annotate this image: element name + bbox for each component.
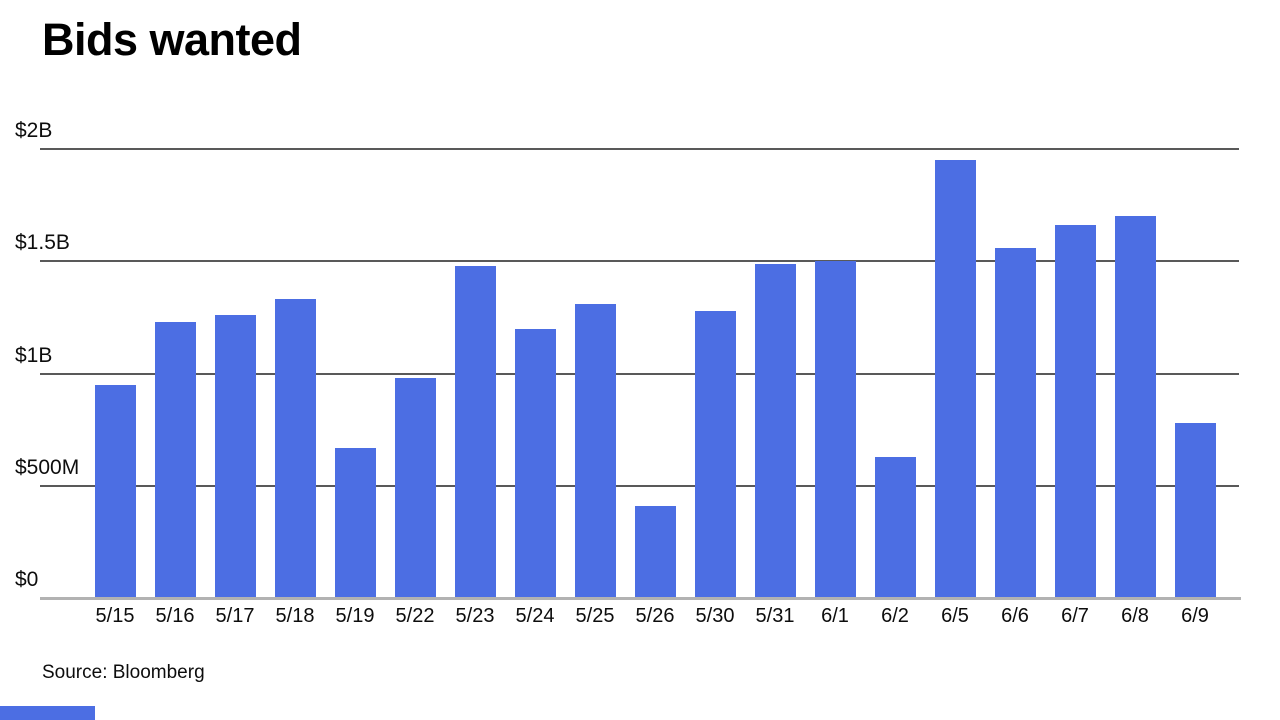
x-tick-label: 5/15	[95, 605, 135, 627]
bar-5/19	[334, 447, 376, 598]
bar-6/7	[1054, 225, 1096, 598]
x-tick-label: 6/5	[941, 605, 969, 627]
chart-title: Bids wanted	[42, 14, 302, 65]
gridline	[40, 372, 1239, 375]
bar-slot	[1165, 149, 1225, 598]
bar-slot	[445, 149, 505, 598]
gridline	[40, 484, 1239, 487]
x-tick-label: 5/24	[515, 605, 555, 627]
bar-slot	[325, 149, 385, 598]
x-tick-label: 5/31	[755, 605, 795, 627]
x-tick-label: 6/6	[1001, 605, 1029, 627]
bar-5/23	[454, 265, 496, 598]
bar-slot	[1105, 149, 1165, 598]
x-axis-tick-labels: 5/15 5/16 5/17 5/18 5/19 5/22 5/23 5/24 5/25 5/26…	[85, 604, 1225, 628]
bar-5/16	[154, 321, 196, 598]
source-note: Source: Bloomberg	[42, 662, 205, 683]
bar-6/5	[934, 160, 976, 598]
bar-5/22	[394, 378, 436, 598]
x-tick-label: 5/22	[395, 605, 435, 627]
bar-6/8	[1114, 216, 1156, 598]
y-tick-label: $1B	[15, 343, 53, 367]
x-tick-label: 5/25	[575, 605, 615, 627]
bar-5/18	[274, 299, 316, 598]
bar-slot	[205, 149, 265, 598]
bar-6/9	[1174, 422, 1216, 598]
y-tick-label: $500M	[15, 455, 80, 479]
bar-5/17	[214, 315, 256, 598]
gridline	[40, 260, 1239, 263]
bar-slot	[625, 149, 685, 598]
bar-slot	[805, 149, 865, 598]
bar-slot	[505, 149, 565, 598]
bar-6/6	[994, 247, 1036, 598]
bar-5/31	[754, 263, 796, 598]
bar-slot	[925, 149, 985, 598]
bar-slot	[565, 149, 625, 598]
bar-slot	[745, 149, 805, 598]
bar-slot	[385, 149, 445, 598]
accent-strip	[0, 706, 95, 720]
x-tick-label: 5/30	[695, 605, 735, 627]
y-tick-label: $0	[15, 568, 39, 591]
x-tick-label: 5/19	[335, 605, 375, 627]
gridline	[40, 148, 1239, 150]
bar-5/30	[694, 310, 736, 598]
x-tick-label: 5/16	[155, 605, 195, 627]
bar-slot	[865, 149, 925, 598]
x-tick-label: 5/18	[275, 605, 315, 627]
x-tick-label: 6/7	[1061, 605, 1089, 627]
x-axis-line	[40, 597, 1241, 600]
bar-slot	[85, 149, 145, 598]
bar-5/26	[634, 505, 676, 598]
y-tick-label: $1.5B	[15, 231, 70, 255]
x-tick-label: 5/17	[215, 605, 255, 627]
bar-5/24	[514, 328, 556, 598]
x-tick-label: 5/23	[455, 605, 495, 627]
bar-6/2	[874, 456, 916, 598]
bar-5/25	[574, 303, 616, 598]
bar-slot	[265, 149, 325, 598]
x-tick-label: 6/1	[821, 605, 849, 627]
bar-slot	[985, 149, 1045, 598]
x-tick-label: 6/2	[881, 605, 909, 627]
bar-slot	[1045, 149, 1105, 598]
x-tick-label: 6/9	[1181, 605, 1209, 627]
bar-5/15	[94, 384, 136, 598]
bar-slot	[145, 149, 205, 598]
y-tick-label: $2B	[15, 119, 53, 142]
x-tick-label: 5/26	[635, 605, 675, 627]
bar-6/1	[814, 261, 856, 598]
bar-series	[85, 149, 1225, 598]
bar-slot	[685, 149, 745, 598]
x-tick-label: 6/8	[1121, 605, 1149, 627]
